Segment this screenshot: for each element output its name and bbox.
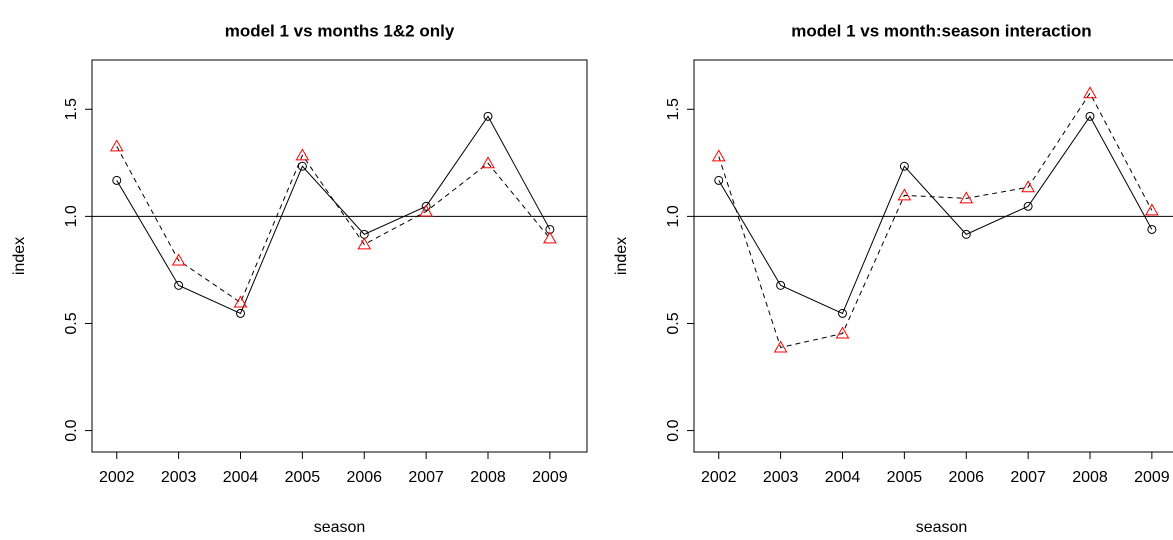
plot-box <box>91 59 588 453</box>
circle-marker <box>112 175 122 185</box>
series-line <box>718 115 1153 315</box>
circle-marker <box>483 111 493 121</box>
y-tick-label: 1.0 <box>63 205 80 227</box>
triangle-marker <box>481 156 495 169</box>
x-tick-label: 2008 <box>1072 469 1108 486</box>
y-tick-label: 1.5 <box>63 98 80 120</box>
series-line <box>116 146 551 304</box>
panel-title: model 1 vs month:season interaction <box>791 21 1091 40</box>
y-axis-label: index <box>613 237 630 275</box>
triangle-marker <box>1021 180 1035 193</box>
circle-marker <box>297 161 307 171</box>
panel: model 1 vs months 1&2 only season index 0.0… <box>11 21 588 536</box>
x-tick-label: 2004 <box>223 469 259 486</box>
triangle-marker <box>233 295 248 308</box>
circle-marker <box>1023 201 1033 211</box>
circle-marker <box>1085 111 1095 121</box>
y-tick-label: 0.0 <box>63 419 80 441</box>
x-tick-label: 2009 <box>1134 469 1170 486</box>
triangle-marker <box>543 231 557 244</box>
circle-marker <box>174 280 184 290</box>
triangle-marker <box>357 237 372 250</box>
circle-marker <box>899 161 909 171</box>
circle-marker <box>776 280 786 290</box>
x-tick-label: 2004 <box>825 469 861 486</box>
y-tick-label: 1.5 <box>665 98 682 120</box>
plot-box <box>693 59 1173 453</box>
y-tick-label: 0.0 <box>665 419 682 441</box>
triangle-marker <box>295 148 310 161</box>
x-tick-label: 2005 <box>285 469 321 486</box>
series-line <box>718 92 1153 349</box>
circle-marker <box>961 229 971 239</box>
x-tick-label: 2008 <box>470 469 506 486</box>
triangle-marker <box>1083 86 1097 99</box>
panel-title: model 1 vs months 1&2 only <box>225 21 455 40</box>
triangle-marker <box>711 149 726 162</box>
x-axis-label: season <box>314 519 366 536</box>
x-tick-label: 2009 <box>532 469 568 486</box>
triangle-marker <box>773 340 788 353</box>
x-tick-label: 2007 <box>1010 469 1046 486</box>
y-tick-label: 0.5 <box>63 312 80 334</box>
y-tick-label: 0.5 <box>665 312 682 334</box>
triangle-marker <box>959 191 974 204</box>
circle-marker <box>421 201 431 211</box>
x-tick-label: 2005 <box>887 469 923 486</box>
triangle-marker <box>171 253 186 266</box>
series-line <box>116 115 551 315</box>
x-tick-label: 2002 <box>701 469 737 486</box>
x-tick-label: 2006 <box>346 469 382 486</box>
triangle-marker <box>897 188 912 201</box>
x-tick-label: 2007 <box>408 469 444 486</box>
circle-marker <box>236 308 245 318</box>
circle-marker <box>838 308 847 318</box>
x-tick-label: 2006 <box>948 469 984 486</box>
circle-marker <box>1147 224 1157 234</box>
triangle-marker <box>1145 203 1159 216</box>
x-axis-label: season <box>916 519 968 536</box>
x-tick-label: 2002 <box>99 469 135 486</box>
x-tick-label: 2003 <box>161 469 197 486</box>
x-tick-label: 2003 <box>763 469 799 486</box>
triangle-marker <box>835 326 850 339</box>
y-axis-label: index <box>11 237 28 275</box>
triangle-marker <box>109 139 124 152</box>
triangle-marker <box>419 204 433 217</box>
panel: model 1 vs month:season interaction seaso… <box>613 21 1173 536</box>
y-tick-label: 1.0 <box>665 205 682 227</box>
circle-marker <box>714 175 724 185</box>
